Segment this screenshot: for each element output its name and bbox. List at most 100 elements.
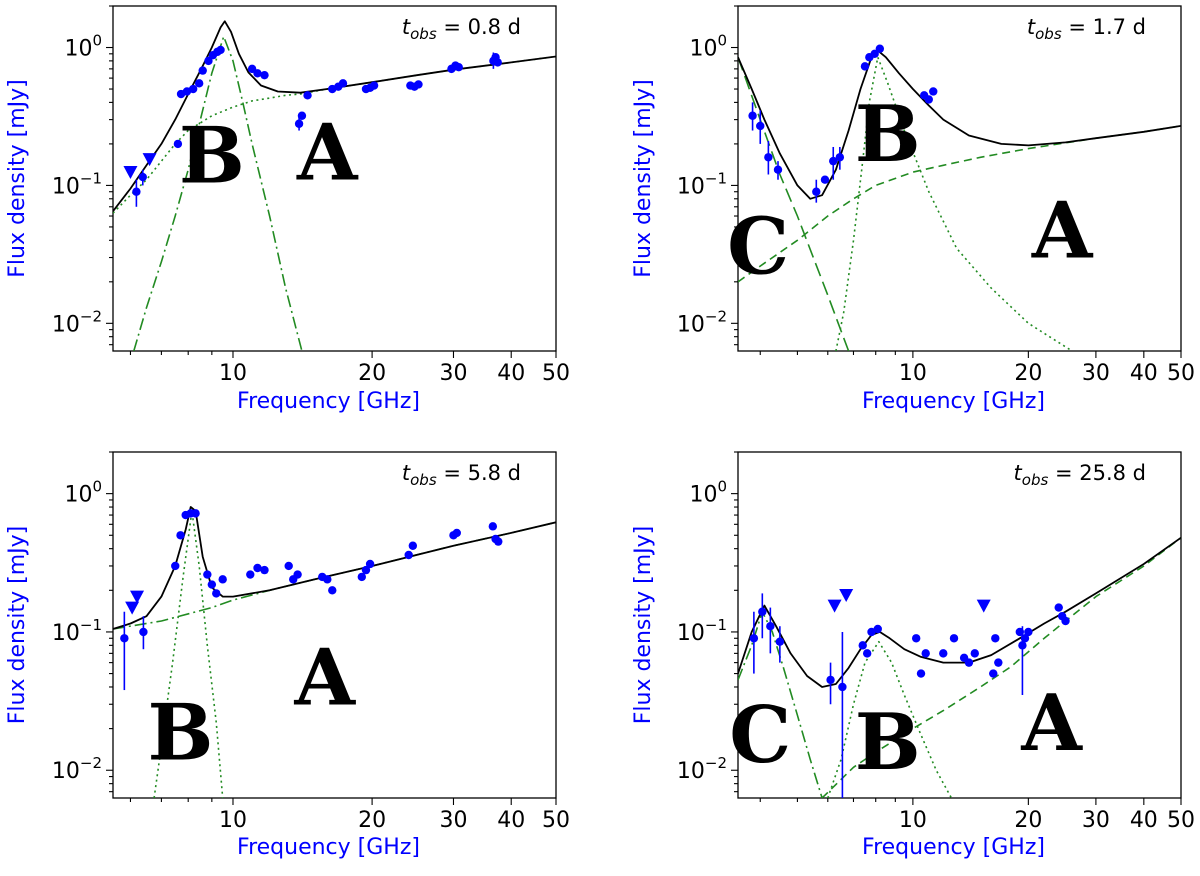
curve-component-C bbox=[738, 610, 823, 798]
data-point bbox=[260, 70, 269, 80]
data-point bbox=[138, 172, 147, 182]
component-label-c: C bbox=[727, 201, 789, 292]
plot-area bbox=[738, 536, 1181, 798]
data-point bbox=[260, 565, 269, 575]
data-point bbox=[357, 572, 367, 582]
x-axis-label: Frequency [GHz] bbox=[862, 389, 1045, 414]
data-point bbox=[949, 634, 959, 643]
data-point bbox=[764, 153, 773, 162]
data-point bbox=[338, 79, 348, 88]
x-tick-label: 20 bbox=[358, 808, 386, 833]
component-label-a: A bbox=[1031, 186, 1094, 277]
y-tick-label: 100 bbox=[64, 32, 102, 62]
x-tick-label: 50 bbox=[1167, 808, 1195, 833]
data-point bbox=[494, 537, 503, 546]
data-point bbox=[835, 153, 845, 162]
data-point bbox=[870, 49, 879, 59]
data-point bbox=[748, 111, 757, 120]
data-point bbox=[867, 627, 876, 637]
x-tick-label: 50 bbox=[542, 361, 570, 386]
data-point bbox=[758, 607, 767, 616]
data-point bbox=[176, 531, 185, 540]
curve-total bbox=[738, 536, 1181, 688]
x-tick-label: 30 bbox=[1082, 808, 1110, 833]
data-point bbox=[188, 84, 198, 94]
panel-bottom-right: 10 20 30 40 50 100 10−1 10−2 Frequency [GHz] Flux… bbox=[631, 451, 1195, 860]
x-tick-label: 40 bbox=[1130, 361, 1158, 386]
plot-area bbox=[113, 20, 556, 351]
data-point bbox=[756, 121, 765, 131]
x-tick-label: 40 bbox=[497, 808, 525, 833]
data-point bbox=[989, 669, 998, 678]
data-point bbox=[860, 62, 870, 71]
component-label-a: A bbox=[296, 108, 359, 199]
data-point bbox=[294, 119, 304, 128]
x-tick-label: 20 bbox=[358, 361, 386, 386]
data-point bbox=[284, 561, 293, 571]
upper-limit-marker bbox=[142, 153, 157, 167]
data-point bbox=[139, 627, 148, 637]
x-tick-label: 30 bbox=[439, 361, 467, 386]
data-point bbox=[773, 165, 783, 174]
data-point bbox=[775, 637, 785, 646]
x-tick-label: 10 bbox=[219, 808, 247, 833]
data-point bbox=[862, 649, 872, 658]
curve-component-C bbox=[738, 56, 850, 351]
curve-component-A bbox=[113, 55, 556, 214]
x-axis-label: Frequency [GHz] bbox=[237, 835, 420, 860]
data-point bbox=[293, 570, 302, 579]
data-point bbox=[829, 156, 838, 166]
data-point bbox=[454, 62, 463, 72]
y-tick-label: 10−2 bbox=[52, 754, 102, 784]
data-point bbox=[414, 80, 423, 89]
data-point bbox=[924, 95, 933, 104]
data-point bbox=[404, 550, 413, 560]
x-tick-label: 10 bbox=[899, 361, 927, 386]
upper-limit-marker bbox=[839, 588, 854, 602]
component-label-b: B bbox=[855, 697, 921, 788]
data-point bbox=[858, 641, 867, 650]
data-point bbox=[369, 81, 379, 90]
data-point bbox=[921, 649, 930, 658]
data-point bbox=[207, 580, 217, 589]
axis-ticks bbox=[731, 5, 1182, 358]
plot-area bbox=[738, 44, 1181, 351]
plot-frame bbox=[112, 5, 557, 352]
observation-time-label: tobs = 0.8 d bbox=[402, 15, 521, 43]
data-point bbox=[203, 570, 212, 579]
data-point bbox=[1024, 627, 1033, 637]
curve-component-B bbox=[133, 35, 303, 351]
curve-total bbox=[738, 49, 1181, 200]
data-point bbox=[171, 561, 180, 571]
data-point bbox=[253, 563, 262, 573]
panel-top-left: 10 20 30 40 50 100 10−1 10−2 Frequency [GHz] Flux… bbox=[5, 5, 570, 414]
data-point bbox=[191, 509, 200, 518]
x-tick-label: 10 bbox=[219, 361, 247, 386]
component-label-c: C bbox=[729, 690, 791, 781]
x-axis-label: Frequency [GHz] bbox=[237, 389, 420, 414]
data-point bbox=[297, 111, 307, 120]
data-point bbox=[1018, 641, 1027, 650]
y-tick-label: 100 bbox=[689, 478, 727, 508]
curve-total bbox=[113, 20, 556, 212]
upper-limit-marker bbox=[827, 599, 842, 613]
data-point bbox=[365, 559, 375, 569]
data-point bbox=[994, 658, 1003, 667]
y-tick-label: 10−2 bbox=[52, 307, 102, 337]
data-point bbox=[132, 187, 141, 196]
component-label-b: B bbox=[855, 89, 921, 180]
observation-time-label: tobs = 1.7 d bbox=[1027, 15, 1146, 43]
upper-limit-marker bbox=[976, 599, 991, 613]
data-point bbox=[749, 634, 759, 643]
observation-time-label: tobs = 5.8 d bbox=[402, 461, 521, 489]
data-point bbox=[216, 45, 225, 55]
x-axis-label: Frequency [GHz] bbox=[862, 835, 1045, 860]
upper-limit-marker bbox=[123, 166, 138, 180]
curve-component-B bbox=[835, 56, 1073, 351]
data-point bbox=[1054, 603, 1063, 612]
data-point bbox=[1061, 616, 1070, 626]
x-tick-label: 50 bbox=[1167, 361, 1195, 386]
data-point bbox=[246, 570, 255, 579]
data-point bbox=[204, 56, 213, 66]
